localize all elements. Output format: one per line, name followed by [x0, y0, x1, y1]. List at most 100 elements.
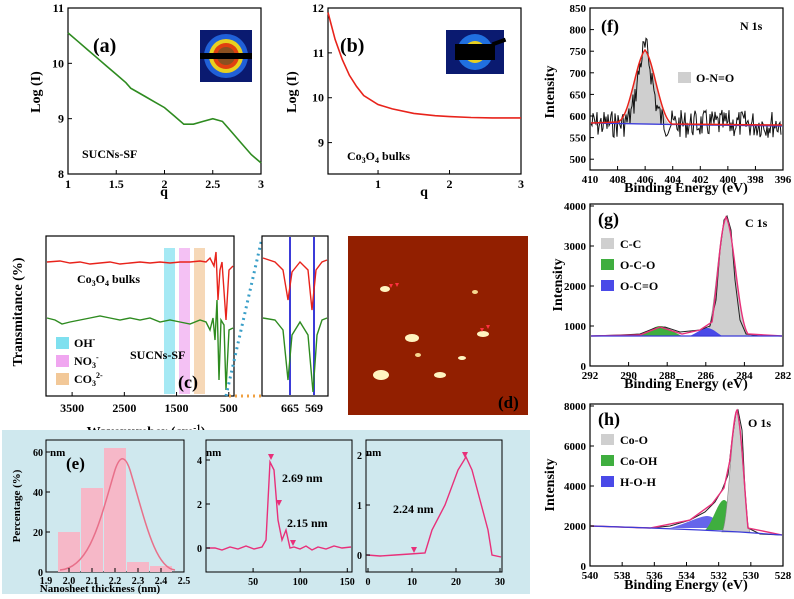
profile1-marker [290, 540, 296, 546]
panel-h-ytick-label: 4000 [564, 481, 587, 493]
afm-sheet [373, 370, 389, 380]
panel-f-ytick-label: 850 [570, 3, 587, 15]
panel-h-xtick-label: 540 [582, 570, 599, 582]
panel-c: OH- NO3- CO32- Co3O4 bulks SUCNs-SF (c) … [11, 235, 329, 440]
panel-f-xtick-label: 398 [747, 174, 764, 186]
panel-e-ytick-label: 20 [33, 528, 43, 539]
f-raw-data [590, 37, 782, 139]
legend-oh-swatch [56, 337, 69, 349]
panel-c-zoom-frame [261, 235, 329, 397]
panel-c-xtick-label: 500 [220, 401, 238, 415]
f-legend-label: O-N=O [696, 71, 734, 85]
panel-a-xtick-label: 1 [65, 177, 71, 191]
panel-f-ytick-label: 700 [570, 68, 587, 80]
h-legend-hoh: H-O-H [620, 475, 657, 489]
panel-f-ytick-label: 750 [570, 46, 587, 58]
panel-g-label: (g) [598, 209, 619, 230]
profile2-curve [366, 455, 502, 558]
profile1-ytick-label: 4 [197, 456, 202, 467]
profile2-xtick-label: 0 [366, 577, 371, 588]
panel-h-xlabel: Binding Energy (eV) [624, 578, 748, 593]
panel-h-ylabel: Intensity [543, 459, 558, 512]
panel-e-ytick-label: 60 [33, 448, 43, 459]
panel-a-annotation: SUCNs-SF [82, 147, 137, 161]
panel-e-xtick-label: 2.1 [86, 576, 99, 587]
profile1-xtick-label: 50 [248, 577, 258, 588]
panel-h-ytick-label: 8000 [564, 401, 587, 413]
panel-b-ytick-label: 11 [313, 46, 324, 60]
panel-f-xtick-label: 408 [609, 174, 626, 186]
h-legend-coh: Co-OH [620, 454, 658, 468]
profile2-xtick-label: 10 [407, 577, 417, 588]
panel-b-xtick-label: 2 [447, 177, 453, 191]
profile1-curve [207, 459, 352, 551]
profile1-unit: nm [206, 447, 221, 459]
panel-f-ytick-label: 550 [570, 133, 587, 145]
panel-h-label: (h) [598, 409, 620, 430]
panel-c-legend: OH- NO3- CO32- [56, 335, 103, 388]
profile1-xtick-label: 100 [293, 577, 308, 588]
panel-f-title: N 1s [740, 19, 763, 33]
panel-h-xtick-label: 528 [775, 570, 792, 582]
profile2-xtick-label: 20 [451, 577, 461, 588]
panel-b-ytick-label: 9 [318, 136, 324, 150]
panel-e-ylabel: Percentage (%) [11, 469, 23, 542]
panel-g-ytick-label: 0 [581, 361, 587, 373]
hist-bar [104, 448, 126, 572]
afm-sheet [415, 353, 421, 357]
panel-b-frame [327, 7, 522, 175]
panel-f: O-N=O (f) N 1s 410 408 406 404 402 400 398 396 5… [543, 3, 792, 196]
panel-e-xlabel: Nanosheet thickness (nm) [40, 583, 161, 595]
g-raw-data [590, 214, 782, 337]
panel-e-xtick-label: 2.5 [178, 576, 191, 587]
panel-a-ylabel: Log (I) [29, 71, 44, 113]
panel-f-ytick-label: 500 [570, 154, 587, 166]
panel-e-unit: nm [50, 447, 65, 459]
g-legend-oco: O-C-O [620, 258, 655, 272]
ftir-sucns-curve [46, 299, 234, 391]
panel-g-xtick-label: 282 [775, 370, 792, 382]
panel-g-xtick-label: 290 [620, 370, 637, 382]
zoom-line-upper [224, 237, 264, 397]
h-fit-envelope [590, 408, 783, 536]
panel-d-label: (d) [498, 393, 519, 412]
profile2-frame [365, 439, 503, 573]
panel-a-xtick-label: 2.5 [205, 177, 220, 191]
panel-h-xtick-label: 536 [646, 570, 663, 582]
profile2-ytick-label: 2 [357, 451, 362, 462]
panel-g-ytick-label: 4000 [564, 201, 587, 213]
panel-e-xtick-label: 2.2 [109, 576, 122, 587]
afm-markers-1 [389, 283, 399, 288]
panel-a-ytick-label: 10 [52, 56, 64, 70]
afm-sheet [434, 372, 446, 378]
legend-oh: OH- [74, 335, 96, 350]
panel-a-label: (a) [93, 35, 116, 57]
profile1-ytick-label: 2 [197, 500, 202, 511]
panel-g-ytick-label: 3000 [564, 241, 587, 253]
panel-e-label: (e) [66, 454, 85, 473]
zoom-sucns-curve [262, 317, 328, 393]
panel-c-frame [45, 235, 235, 397]
panel-g-ytick-label: 1000 [564, 321, 587, 333]
panel-g-frame [589, 203, 784, 367]
legend-co3-swatch [56, 373, 69, 385]
profile1-marker [276, 500, 282, 506]
profile1-marker [268, 454, 274, 460]
panel-f-ytick-label: 650 [570, 89, 587, 101]
panel-c-xtick-label: 1500 [165, 401, 189, 415]
panel-a: 1 1.5 2 2.5 3 8 9 10 11 (a) SUCNs-SF Log (I) q [29, 1, 264, 200]
panel-f-xtick-label: 410 [582, 174, 599, 186]
panel-g-xtick-label: 284 [736, 370, 753, 382]
f-legend-swatch [678, 72, 691, 83]
panel-g-ylabel: Intensity [551, 259, 566, 312]
g-legend-swatch-oceqo [601, 280, 614, 291]
panel-c-co3o4-label: Co3O4 bulks [77, 272, 140, 288]
panel-h-title: O 1s [748, 416, 771, 430]
legend-no3-swatch [56, 355, 69, 367]
panel-h: Co-O Co-OH H-O-H (h) O 1s 540 538 536 534 53… [543, 401, 792, 593]
panel-b-xtick-label: 3 [518, 177, 524, 191]
profile2-ytick-label: 0 [357, 551, 362, 562]
panel-b-annotation: Co3O4 bulks [347, 149, 410, 165]
panel-f-label: (f) [601, 16, 619, 37]
